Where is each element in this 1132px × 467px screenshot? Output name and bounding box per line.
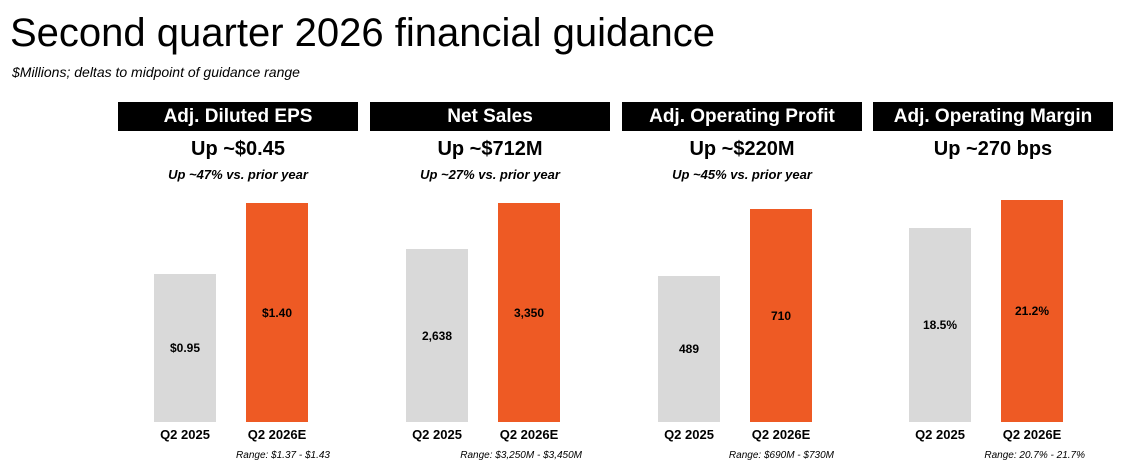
chart-growth-note: Up ~27% vs. prior year bbox=[420, 167, 560, 182]
data-label: 3,350 bbox=[513, 305, 545, 320]
x-tick-label: Q2 2026E bbox=[247, 427, 307, 442]
chart-headline: Up ~270 bps bbox=[933, 138, 1053, 160]
chart-title: Net Sales bbox=[370, 102, 610, 131]
chart-headline: Up ~$0.45 bbox=[191, 138, 285, 160]
x-tick-label: Q2 2026E bbox=[499, 427, 559, 442]
chart-panel: Adj. Diluted EPS Up ~$0.45 Up ~47% vs. pri… bbox=[118, 0, 358, 467]
bar-prior bbox=[909, 228, 971, 422]
chart-headline: Up ~$220M bbox=[689, 138, 795, 160]
chart-growth-note: Up ~45% vs. prior year bbox=[672, 167, 812, 182]
x-tick-label: Q2 2026E bbox=[751, 427, 811, 442]
data-label: 18.5% bbox=[922, 318, 958, 332]
page-subtitle: $Millions; deltas to midpoint of guidanc… bbox=[12, 64, 300, 80]
chart-panel: Adj. Operating Profit Up ~$220M Up ~45% vs… bbox=[622, 0, 862, 467]
range-note: Range: $690M - $730M bbox=[728, 450, 834, 461]
chart-panel: Net Sales Up ~$712M Up ~27% vs. prior year… bbox=[370, 0, 610, 467]
data-label: $0.95 bbox=[169, 341, 201, 355]
chart-title: Adj. Diluted EPS bbox=[118, 102, 358, 131]
chart-panel: Adj. Operating Margin Up ~270 bps 18.5% Q2 … bbox=[873, 0, 1113, 467]
bar-current bbox=[1001, 200, 1063, 422]
chart-growth-note: Up ~47% vs. prior year bbox=[168, 167, 308, 182]
page-title: Second quarter 2026 financial guidance bbox=[10, 11, 715, 55]
bar-prior bbox=[658, 276, 720, 422]
x-tick-label: Q2 2025 bbox=[160, 427, 210, 442]
chart-title: Adj. Operating Margin bbox=[873, 102, 1113, 131]
data-label: $1.40 bbox=[261, 305, 293, 320]
chart-title: Adj. Operating Profit bbox=[622, 102, 862, 131]
x-tick-label: Q2 2025 bbox=[664, 427, 714, 442]
bar-current bbox=[246, 203, 308, 422]
range-note: Range: $1.37 - $1.43 bbox=[236, 450, 330, 461]
data-label: 2,638 bbox=[421, 328, 453, 343]
bar-prior bbox=[154, 274, 216, 422]
bar-current bbox=[750, 209, 812, 422]
bar-current bbox=[498, 203, 560, 422]
data-label: 710 bbox=[770, 308, 792, 323]
range-note: Range: 20.7% - 21.7% bbox=[984, 450, 1085, 461]
data-label: 489 bbox=[678, 342, 700, 356]
x-tick-label: Q2 2025 bbox=[412, 427, 462, 442]
chart-headline: Up ~$712M bbox=[437, 138, 543, 160]
bar-prior bbox=[406, 249, 468, 422]
x-tick-label: Q2 2026E bbox=[1002, 427, 1062, 442]
range-note: Range: $3,250M - $3,450M bbox=[460, 450, 582, 461]
data-label: 21.2% bbox=[1014, 304, 1050, 318]
x-tick-label: Q2 2025 bbox=[915, 427, 965, 442]
